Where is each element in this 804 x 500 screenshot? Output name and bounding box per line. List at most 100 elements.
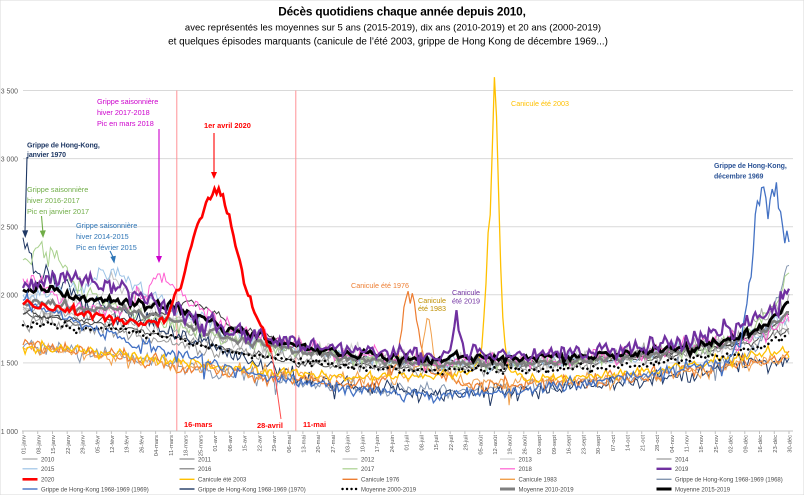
svg-text:05-août: 05-août: [478, 435, 484, 455]
svg-text:1er avril 2020: 1er avril 2020: [204, 121, 251, 130]
svg-text:22-janv: 22-janv: [66, 435, 72, 454]
svg-text:2016: 2016: [198, 467, 212, 473]
svg-text:Grippe saisonnière: Grippe saisonnière: [27, 185, 88, 194]
svg-text:2010: 2010: [41, 457, 55, 463]
svg-text:29-juil: 29-juil: [464, 435, 470, 450]
svg-text:Moyenne 2015-2019: Moyenne 2015-2019: [675, 487, 731, 493]
svg-text:Canicule: Canicule: [418, 296, 446, 305]
svg-text:23-sept: 23-sept: [581, 435, 587, 455]
svg-text:18-mars: 18-mars: [184, 435, 190, 456]
svg-text:19-août: 19-août: [508, 435, 514, 455]
svg-text:08-juil: 08-juil: [419, 435, 425, 450]
svg-text:16-mars: 16-mars: [184, 420, 212, 429]
svg-text:Pic en mars 2018: Pic en mars 2018: [97, 119, 154, 128]
svg-text:15-avr: 15-avr: [243, 435, 249, 452]
svg-text:Moyenne 2000-2019: Moyenne 2000-2019: [361, 487, 417, 493]
svg-text:16-sept: 16-sept: [567, 435, 573, 455]
svg-text:Canicule été 2003: Canicule été 2003: [511, 99, 569, 108]
svg-text:2011: 2011: [198, 457, 212, 463]
svg-text:Canicule été 1976: Canicule été 1976: [351, 281, 409, 290]
svg-text:janvier 1970: janvier 1970: [26, 152, 66, 159]
svg-text:04-nov: 04-nov: [670, 435, 676, 453]
svg-text:18-nov: 18-nov: [699, 435, 705, 453]
svg-text:08-avr: 08-avr: [228, 435, 234, 452]
svg-text:hiver 2016-2017: hiver 2016-2017: [27, 196, 80, 205]
svg-text:décembre 1969: décembre 1969: [714, 174, 763, 181]
svg-text:Grippe de Hong-Kong 1968-1969: Grippe de Hong-Kong 1968-1969 (1970): [198, 487, 306, 493]
svg-text:09-sept: 09-sept: [552, 435, 558, 455]
svg-text:3 500: 3 500: [1, 88, 18, 95]
svg-text:02-sept: 02-sept: [537, 435, 543, 455]
svg-text:23-déc: 23-déc: [773, 435, 779, 453]
svg-text:09-déc: 09-déc: [743, 435, 749, 453]
svg-text:29-janv: 29-janv: [81, 435, 87, 454]
svg-text:2 000: 2 000: [1, 293, 18, 300]
svg-text:Grippe de Hong-Kong,: Grippe de Hong-Kong,: [27, 143, 100, 150]
svg-text:Grippe de Hong-Kong 1968-1969: Grippe de Hong-Kong 1968-1969 (1968): [675, 478, 783, 484]
svg-text:2019: 2019: [675, 467, 689, 473]
svg-text:06-mai: 06-mai: [287, 435, 293, 453]
svg-text:11-mai: 11-mai: [303, 420, 326, 429]
svg-text:été 1983: été 1983: [418, 304, 446, 313]
svg-text:Canicule été 2003: Canicule été 2003: [198, 478, 247, 484]
svg-text:hiver 2014-2015: hiver 2014-2015: [76, 232, 129, 241]
svg-text:27-mai: 27-mai: [331, 435, 337, 453]
svg-text:Grippe saisonnière: Grippe saisonnière: [97, 97, 158, 106]
svg-text:24-juin: 24-juin: [390, 435, 396, 452]
svg-text:été 2019: été 2019: [452, 297, 480, 306]
svg-text:12-août: 12-août: [493, 435, 499, 455]
svg-text:08-janv: 08-janv: [36, 435, 42, 454]
svg-text:2013: 2013: [519, 457, 533, 463]
svg-text:Grippe saisonnière: Grippe saisonnière: [76, 221, 137, 230]
svg-text:Pic en février 2015: Pic en février 2015: [76, 243, 137, 252]
svg-text:21-oct: 21-oct: [640, 435, 646, 452]
svg-text:avec représentés les moyennes: avec représentés les moyennes sur 5 ans …: [185, 23, 601, 34]
svg-text:hiver 2017-2018: hiver 2017-2018: [97, 108, 150, 117]
svg-text:22-avr: 22-avr: [257, 435, 263, 452]
svg-text:Grippe de Hong-Kong 1968-1969: Grippe de Hong-Kong 1968-1969 (1969): [41, 487, 149, 493]
svg-text:11-nov: 11-nov: [685, 435, 691, 452]
svg-text:2018: 2018: [519, 467, 533, 473]
svg-text:Moyenne 2010-2019: Moyenne 2010-2019: [519, 487, 575, 493]
svg-text:30-déc: 30-déc: [788, 435, 794, 453]
svg-text:02-déc: 02-déc: [729, 435, 735, 453]
svg-text:Pic en janvier 2017: Pic en janvier 2017: [27, 207, 89, 216]
svg-text:26-févr: 26-févr: [139, 435, 145, 453]
svg-text:19-févr: 19-févr: [125, 435, 131, 453]
svg-text:28-oct: 28-oct: [655, 435, 661, 452]
svg-text:01-juil: 01-juil: [405, 435, 411, 450]
svg-text:29-avr: 29-avr: [272, 435, 278, 452]
svg-text:12-févr: 12-févr: [110, 435, 116, 453]
svg-text:16-déc: 16-déc: [758, 435, 764, 453]
svg-text:2015: 2015: [41, 467, 55, 473]
svg-text:30-sept: 30-sept: [596, 435, 602, 455]
svg-text:13-mai: 13-mai: [302, 435, 308, 453]
svg-text:20-mai: 20-mai: [316, 435, 322, 453]
svg-text:3 000: 3 000: [1, 156, 18, 163]
svg-text:01-avr: 01-avr: [213, 435, 219, 452]
svg-text:2017: 2017: [361, 467, 375, 473]
svg-text:26-août: 26-août: [522, 435, 528, 455]
svg-text:22-juil: 22-juil: [449, 435, 455, 450]
svg-text:25-mars: 25-mars: [198, 435, 204, 456]
svg-text:01-janv: 01-janv: [22, 435, 28, 454]
svg-text:10-juin: 10-juin: [360, 435, 366, 452]
svg-text:2012: 2012: [361, 457, 375, 463]
svg-text:15-janv: 15-janv: [51, 435, 57, 454]
svg-text:07-oct: 07-oct: [611, 435, 617, 452]
svg-text:25-nov: 25-nov: [714, 435, 720, 453]
svg-text:2 500: 2 500: [1, 225, 18, 232]
svg-text:11-mars: 11-mars: [169, 435, 175, 456]
svg-text:1 000: 1 000: [1, 429, 18, 436]
svg-text:Décès quotidiens chaque année: Décès quotidiens chaque année depuis 201…: [278, 5, 525, 19]
svg-text:05-févr: 05-févr: [95, 435, 101, 453]
svg-text:Canicule 1983: Canicule 1983: [519, 478, 558, 484]
svg-text:Canicule: Canicule: [452, 288, 480, 297]
svg-text:28-avril: 28-avril: [257, 421, 283, 430]
svg-text:04-mars: 04-mars: [154, 435, 160, 456]
svg-text:Canicule 1976: Canicule 1976: [361, 478, 400, 484]
svg-text:2014: 2014: [675, 457, 689, 463]
svg-text:03-juin: 03-juin: [346, 435, 352, 452]
svg-text:et quelques épisodes marquant: et quelques épisodes marquants (canicule…: [168, 37, 608, 48]
svg-text:Grippe de Hong-Kong,: Grippe de Hong-Kong,: [714, 163, 787, 170]
